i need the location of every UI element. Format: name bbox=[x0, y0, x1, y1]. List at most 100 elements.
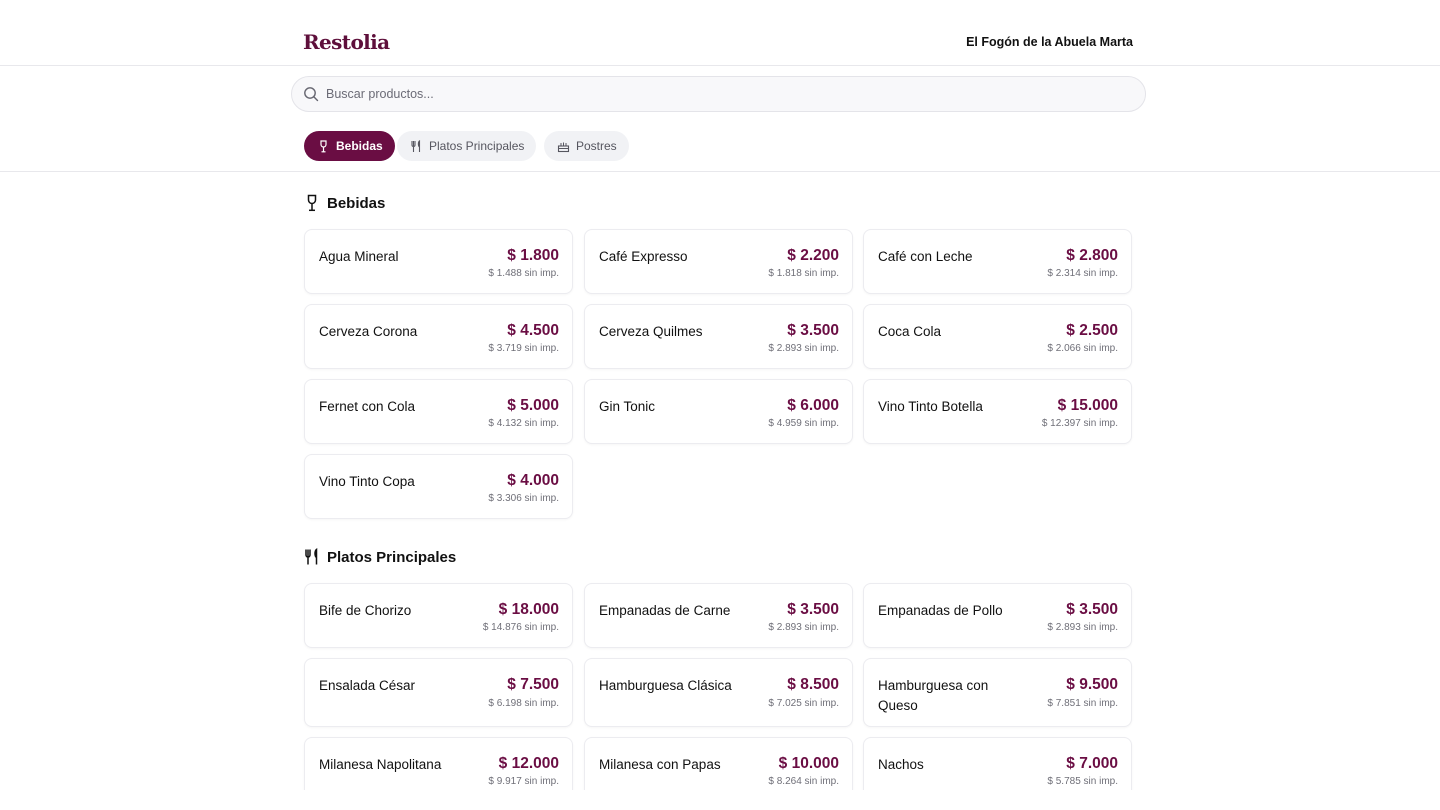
utensils-icon bbox=[305, 548, 318, 565]
tab-label: Platos Principales bbox=[429, 139, 525, 153]
product-name: Ensalada César bbox=[319, 678, 416, 693]
product-card[interactable]: Gin Tonic $ 6.000 $ 4.959 sin imp. bbox=[584, 379, 853, 444]
product-card[interactable]: Hamburguesa con Queso $ 9.500 $ 7.851 si… bbox=[863, 658, 1132, 727]
product-card[interactable]: Hamburguesa Clásica $ 8.500 $ 7.025 sin … bbox=[584, 658, 853, 727]
search-bar[interactable] bbox=[291, 76, 1146, 112]
product-name: Coca Cola bbox=[878, 324, 942, 339]
window-bottom-edge bbox=[0, 790, 1440, 810]
product-name: Agua Mineral bbox=[319, 249, 399, 264]
product-price: $ 2.500 bbox=[1066, 322, 1118, 339]
product-name: Fernet con Cola bbox=[319, 399, 416, 414]
product-card[interactable]: Ensalada César $ 7.500 $ 6.198 sin imp. bbox=[304, 658, 573, 727]
search-icon bbox=[304, 87, 319, 102]
product-name: Vino Tinto Copa bbox=[319, 474, 415, 489]
tab-bebidas[interactable]: Bebidas bbox=[304, 131, 395, 161]
product-card[interactable]: Milanesa Napolitana $ 12.000 $ 9.917 sin… bbox=[304, 737, 573, 790]
product-price: $ 2.200 bbox=[787, 247, 839, 264]
product-net-price: $ 1.818 sin imp. bbox=[768, 268, 839, 279]
product-card[interactable]: Cerveza Corona $ 4.500 $ 3.719 sin imp. bbox=[304, 304, 573, 369]
product-price: $ 9.500 bbox=[1066, 676, 1118, 693]
product-price: $ 5.000 bbox=[507, 397, 559, 414]
product-card[interactable]: Fernet con Cola $ 5.000 $ 4.132 sin imp. bbox=[304, 379, 573, 444]
product-net-price: $ 1.488 sin imp. bbox=[488, 268, 559, 279]
product-price: $ 6.000 bbox=[787, 397, 839, 414]
product-name: Bife de Chorizo bbox=[319, 603, 412, 618]
product-price: $ 12.000 bbox=[498, 755, 559, 772]
product-net-price: $ 4.959 sin imp. bbox=[768, 418, 839, 429]
product-net-price: $ 14.876 sin imp. bbox=[482, 622, 559, 633]
product-net-price: $ 2.066 sin imp. bbox=[1047, 343, 1118, 354]
category-tabs: Bebidas Platos Principales Postres bbox=[0, 112, 1440, 172]
tab-postres[interactable]: Postres bbox=[544, 131, 629, 161]
product-name: Café Expresso bbox=[599, 249, 688, 264]
product-card[interactable]: Bife de Chorizo $ 18.000 $ 14.876 sin im… bbox=[304, 583, 573, 648]
product-price: $ 7.500 bbox=[507, 676, 559, 693]
product-net-price: $ 2.893 sin imp. bbox=[768, 343, 839, 354]
product-name: Gin Tonic bbox=[599, 399, 656, 414]
product-name: Cerveza Corona bbox=[319, 324, 418, 339]
product-price: $ 2.800 bbox=[1066, 247, 1118, 264]
product-price: $ 3.500 bbox=[1066, 601, 1118, 618]
section-title-bebidas: Bebidas bbox=[304, 194, 385, 212]
tab-platos-principales[interactable]: Platos Principales bbox=[397, 131, 537, 161]
logo[interactable]: Restolia bbox=[303, 30, 390, 54]
product-name: Empanadas de Pollo bbox=[878, 603, 1003, 618]
product-net-price: $ 8.264 sin imp. bbox=[768, 776, 839, 787]
wine-glass-icon bbox=[320, 139, 327, 152]
product-net-price: $ 7.851 sin imp. bbox=[1047, 698, 1118, 709]
product-name: Hamburguesa con Queso bbox=[878, 678, 989, 713]
product-net-price: $ 6.198 sin imp. bbox=[488, 698, 559, 709]
product-price: $ 4.000 bbox=[507, 472, 559, 489]
product-net-price: $ 3.306 sin imp. bbox=[488, 493, 559, 504]
cake-icon bbox=[557, 142, 570, 152]
wine-glass-icon bbox=[307, 194, 317, 212]
product-card[interactable]: Vino Tinto Copa $ 4.000 $ 3.306 sin imp. bbox=[304, 454, 573, 519]
product-price: $ 15.000 bbox=[1057, 397, 1118, 414]
product-price: $ 3.500 bbox=[787, 322, 839, 339]
product-net-price: $ 5.785 sin imp. bbox=[1047, 776, 1118, 787]
product-net-price: $ 12.397 sin imp. bbox=[1041, 418, 1118, 429]
utensils-icon bbox=[411, 139, 421, 152]
product-price: $ 1.800 bbox=[507, 247, 559, 264]
section-title-label: Bebidas bbox=[327, 194, 386, 212]
product-card[interactable]: Nachos $ 7.000 $ 5.785 sin imp. bbox=[863, 737, 1132, 790]
product-net-price: $ 7.025 sin imp. bbox=[768, 698, 839, 709]
product-card[interactable]: Empanadas de Carne $ 3.500 $ 2.893 sin i… bbox=[584, 583, 853, 648]
product-name: Empanadas de Carne bbox=[599, 603, 731, 618]
product-name: Cerveza Quilmes bbox=[599, 324, 703, 339]
product-card[interactable]: Empanadas de Pollo $ 3.500 $ 2.893 sin i… bbox=[863, 583, 1132, 648]
product-net-price: $ 9.917 sin imp. bbox=[488, 776, 559, 787]
top-bar: Restolia El Fogón de la Abuela Marta bbox=[0, 0, 1440, 66]
product-price: $ 4.500 bbox=[507, 322, 559, 339]
product-name: Hamburguesa Clásica bbox=[599, 678, 732, 693]
product-price: $ 18.000 bbox=[498, 601, 559, 618]
product-price: $ 3.500 bbox=[787, 601, 839, 618]
product-net-price: $ 4.132 sin imp. bbox=[488, 418, 559, 429]
product-card[interactable]: Vino Tinto Botella $ 15.000 $ 12.397 sin… bbox=[863, 379, 1132, 444]
product-card[interactable]: Milanesa con Papas $ 10.000 $ 8.264 sin … bbox=[584, 737, 853, 790]
product-net-price: $ 3.719 sin imp. bbox=[488, 343, 559, 354]
app-window: Restolia El Fogón de la Abuela Marta Beb… bbox=[0, 0, 1440, 790]
product-net-price: $ 2.314 sin imp. bbox=[1047, 268, 1118, 279]
product-card[interactable]: Café con Leche $ 2.800 $ 2.314 sin imp. bbox=[863, 229, 1132, 294]
product-name: Vino Tinto Botella bbox=[878, 399, 983, 414]
product-price: $ 10.000 bbox=[778, 755, 839, 772]
product-name: Nachos bbox=[878, 757, 924, 772]
section-title-platos-principales: Platos Principales bbox=[304, 548, 456, 566]
product-card[interactable]: Cerveza Quilmes $ 3.500 $ 2.893 sin imp. bbox=[584, 304, 853, 369]
tab-label: Bebidas bbox=[336, 139, 383, 153]
product-price: $ 7.000 bbox=[1066, 755, 1118, 772]
product-name: Milanesa Napolitana bbox=[319, 757, 442, 772]
tab-label: Postres bbox=[576, 139, 617, 153]
product-card[interactable]: Agua Mineral $ 1.800 $ 1.488 sin imp. bbox=[304, 229, 573, 294]
product-name: Café con Leche bbox=[878, 249, 973, 264]
section-title-label: Platos Principales bbox=[327, 548, 457, 566]
restaurant-name: El Fogón de la Abuela Marta bbox=[966, 35, 1133, 49]
product-card[interactable]: Coca Cola $ 2.500 $ 2.066 sin imp. bbox=[863, 304, 1132, 369]
product-net-price: $ 2.893 sin imp. bbox=[1047, 622, 1118, 633]
search-input[interactable] bbox=[326, 77, 1126, 111]
product-name: Milanesa con Papas bbox=[599, 757, 721, 772]
product-net-price: $ 2.893 sin imp. bbox=[768, 622, 839, 633]
product-price: $ 8.500 bbox=[787, 676, 839, 693]
product-card[interactable]: Café Expresso $ 2.200 $ 1.818 sin imp. bbox=[584, 229, 853, 294]
